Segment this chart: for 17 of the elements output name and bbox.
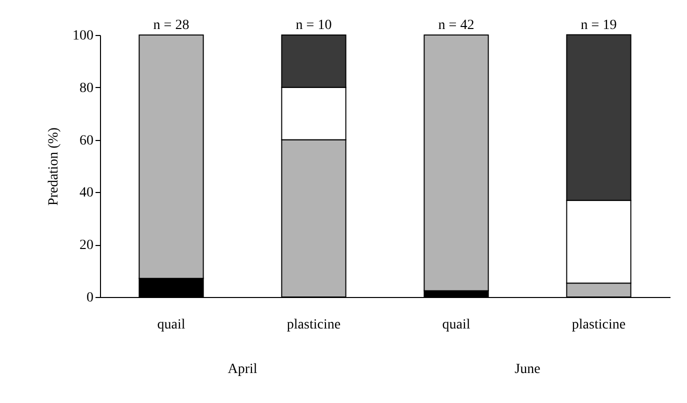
text: n = 28 xyxy=(153,18,190,33)
text: April xyxy=(228,362,258,377)
x-tick-label: quail xyxy=(157,318,186,332)
y-tick-label: 40 xyxy=(80,186,94,201)
text: n = 10 xyxy=(296,18,332,33)
x-tick-label: plasticine xyxy=(286,318,341,332)
y-tick-label: 0 xyxy=(86,290,94,306)
text: n = 42 xyxy=(438,18,474,33)
y-tick-label: 20 xyxy=(80,238,94,254)
y-tick-label: 60 xyxy=(80,133,94,148)
x-tick-label: quail xyxy=(442,318,470,332)
y-axis-title: Predation (%) xyxy=(46,127,62,206)
x-tick-label: plasticine xyxy=(572,318,626,332)
y-tick-label: 100 xyxy=(72,28,94,44)
text: n = 19 xyxy=(580,18,617,33)
text: June xyxy=(514,362,540,377)
y-tick-label: 80 xyxy=(80,80,94,96)
